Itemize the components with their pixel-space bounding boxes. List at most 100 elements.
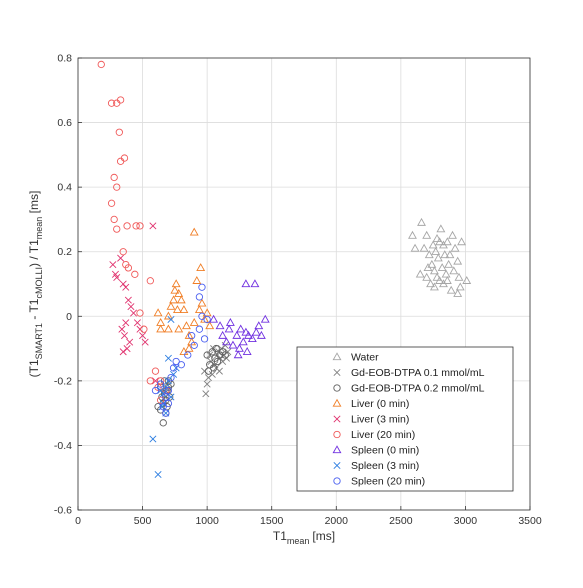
data-point — [419, 243, 429, 252]
legend-box — [296, 346, 514, 492]
legend-marker — [333, 368, 341, 377]
data-point — [435, 237, 445, 246]
data-point — [221, 351, 229, 359]
data-point — [174, 324, 184, 333]
data-point — [124, 264, 133, 272]
data-point — [442, 276, 452, 284]
x-tick-label: 1500 — [260, 515, 284, 527]
data-point — [408, 230, 417, 239]
data-point — [172, 357, 180, 366]
data-point — [157, 377, 165, 385]
data-point — [136, 222, 144, 230]
data-point — [136, 325, 144, 333]
data-point — [197, 298, 207, 307]
data-point — [187, 332, 196, 340]
data-point — [157, 387, 165, 395]
data-point — [250, 279, 260, 288]
data-point — [431, 246, 441, 255]
legend-entry-label: Liver (0 min) — [351, 398, 409, 410]
data-point — [203, 380, 211, 388]
data-point — [170, 285, 180, 294]
data-point — [167, 373, 175, 382]
data-point — [146, 377, 154, 385]
data-point — [428, 240, 438, 249]
data-point — [139, 332, 147, 340]
data-point — [233, 350, 243, 359]
data-point — [159, 403, 167, 411]
data-point — [218, 330, 228, 339]
data-point — [157, 396, 165, 404]
legend-marker — [333, 430, 341, 439]
data-point — [164, 377, 172, 385]
data-point — [238, 337, 248, 346]
data-point — [234, 343, 244, 352]
data-point — [110, 173, 118, 182]
data-point — [119, 348, 127, 356]
data-point — [174, 288, 184, 297]
data-point — [200, 335, 209, 343]
legend-marker — [332, 398, 342, 407]
data-point — [118, 325, 126, 333]
series-group — [408, 217, 472, 297]
legend-marker — [333, 461, 341, 470]
x-tick-label: 1000 — [195, 515, 219, 527]
data-point — [244, 330, 253, 339]
data-point — [453, 256, 463, 265]
data-point — [113, 274, 121, 282]
data-point — [190, 341, 198, 349]
data-point — [131, 270, 139, 278]
data-point — [417, 217, 426, 226]
data-point — [146, 277, 154, 285]
data-point — [415, 269, 425, 278]
data-point — [167, 393, 175, 401]
data-point — [113, 183, 121, 191]
y-tick-label: -0.6 — [54, 505, 72, 517]
data-point — [205, 321, 215, 330]
data-point — [163, 324, 173, 333]
data-point — [242, 347, 252, 355]
data-point — [236, 324, 246, 333]
data-point — [117, 254, 125, 262]
data-point — [200, 314, 210, 323]
data-point — [440, 250, 450, 259]
data-point — [187, 337, 197, 346]
data-point — [224, 348, 232, 356]
data-point — [454, 272, 464, 281]
data-point — [422, 230, 432, 239]
data-point — [202, 390, 210, 398]
data-point — [194, 305, 204, 313]
data-point — [115, 128, 123, 136]
data-point — [208, 370, 216, 378]
y-tick-label: -0.2 — [54, 375, 72, 387]
series-group — [109, 222, 160, 385]
data-point — [130, 309, 138, 317]
x-tick-label: 3000 — [454, 515, 478, 527]
legend-marker — [332, 445, 342, 454]
data-point — [172, 305, 182, 313]
data-point — [192, 276, 202, 284]
data-point — [177, 361, 185, 369]
data-point — [213, 357, 222, 366]
data-point — [170, 370, 178, 378]
data-point — [437, 263, 447, 272]
data-point — [198, 312, 206, 320]
data-point — [184, 343, 194, 352]
data-point — [203, 351, 211, 359]
data-point — [182, 321, 191, 330]
data-point — [189, 317, 199, 326]
data-point — [179, 305, 189, 313]
data-point — [107, 99, 116, 107]
data-point — [215, 367, 223, 375]
data-point — [120, 332, 129, 340]
data-point — [176, 295, 186, 304]
data-point — [119, 280, 127, 288]
legend-entry-label: Water — [351, 352, 379, 364]
data-point — [241, 279, 251, 288]
data-point — [203, 315, 211, 324]
data-point — [228, 340, 238, 349]
x-tick-label: 3500 — [518, 515, 542, 527]
data-point — [109, 261, 117, 269]
data-point — [151, 386, 160, 395]
data-point — [201, 367, 209, 375]
